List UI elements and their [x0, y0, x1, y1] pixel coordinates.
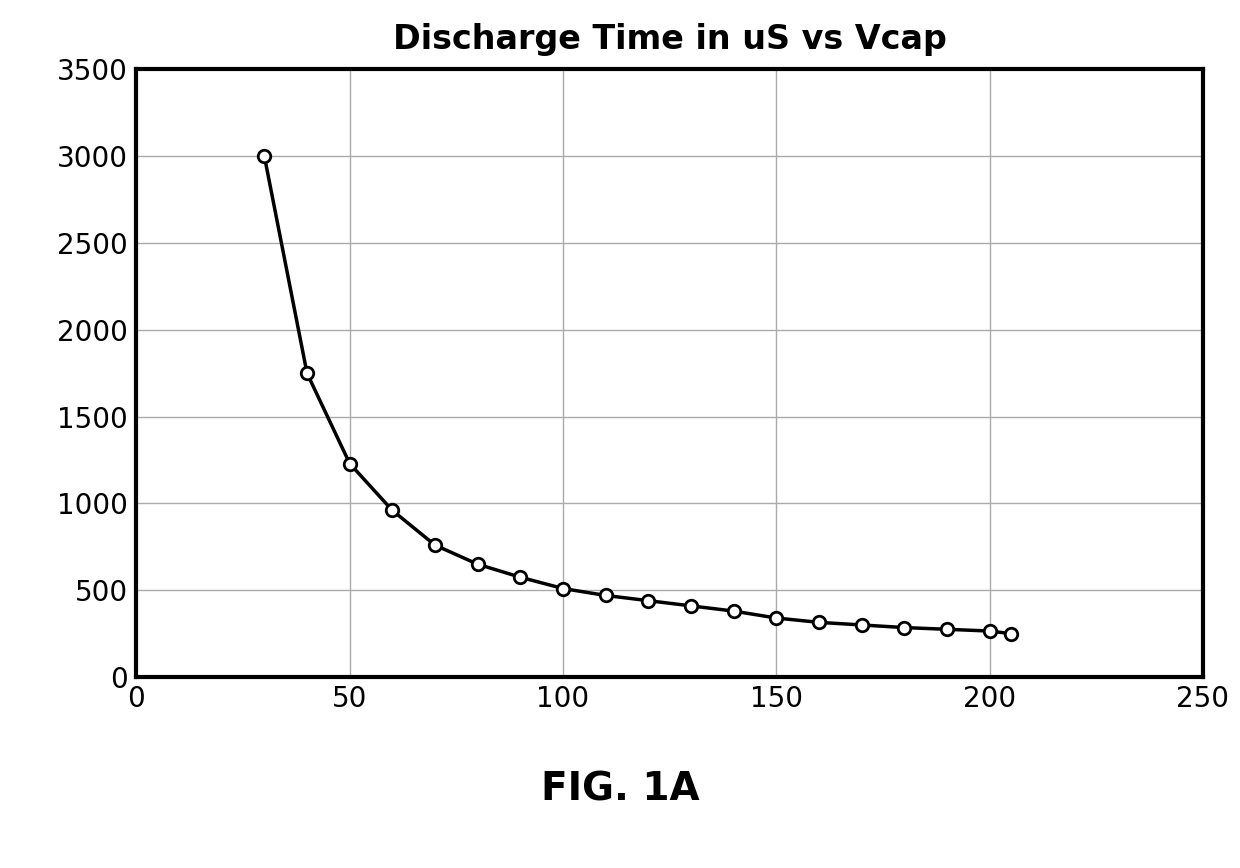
- Text: FIG. 1A: FIG. 1A: [541, 771, 699, 809]
- Title: Discharge Time in uS vs Vcap: Discharge Time in uS vs Vcap: [393, 23, 946, 56]
